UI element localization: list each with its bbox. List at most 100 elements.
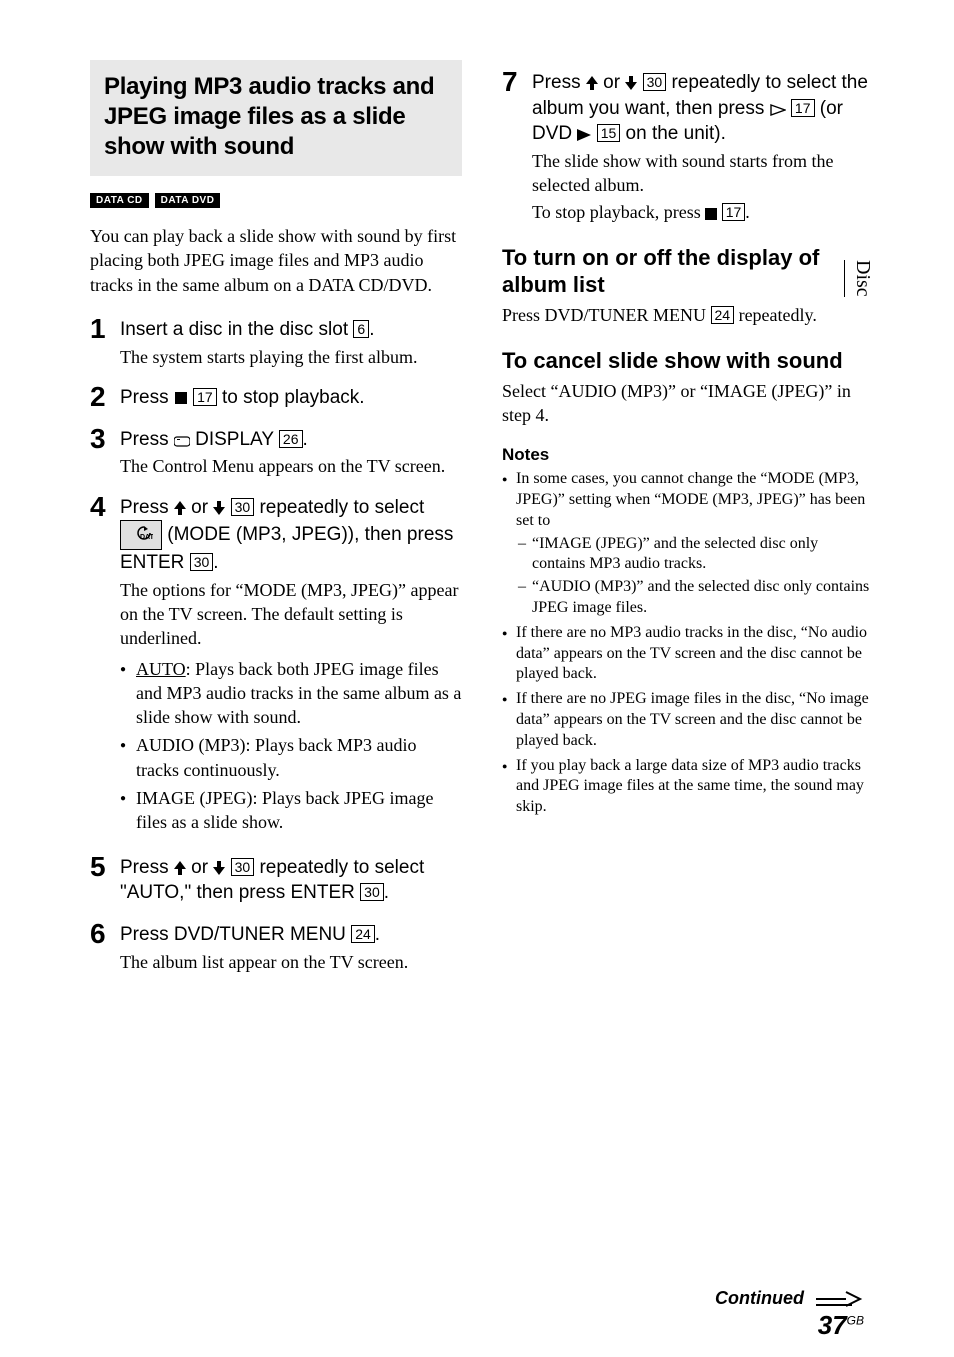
- down-arrow-icon: [213, 861, 225, 875]
- option-label: AUDIO (MP3): [136, 735, 246, 755]
- text: .: [745, 202, 750, 222]
- step-body: Press DISPLAY 26. The Control Menu appea…: [120, 425, 462, 479]
- option-list: AUTO: Plays back both JPEG image files a…: [120, 657, 462, 835]
- stop-icon: [705, 208, 717, 220]
- step-body: Press 17 to stop playback.: [120, 383, 462, 411]
- intro-text: You can play back a slide show with soun…: [90, 224, 462, 297]
- step-3: 3 Press DISPLAY 26. The Control Menu app…: [90, 425, 462, 479]
- step-body: Press or 30 repeatedly to select DATA (M…: [120, 493, 462, 839]
- text: on the unit).: [620, 123, 726, 144]
- step-instruction: Press or 30 repeatedly to select the alb…: [532, 70, 874, 147]
- continued-label: Continued: [715, 1288, 804, 1309]
- option-text: : Plays back both JPEG image files and M…: [136, 659, 461, 728]
- step-number: 4: [90, 493, 120, 521]
- ref-box: 30: [360, 883, 384, 901]
- step-number: 1: [90, 315, 120, 343]
- up-arrow-icon: [174, 861, 186, 875]
- ref-box: 15: [597, 124, 621, 142]
- note-item: If you play back a large data size of MP…: [516, 756, 874, 818]
- subheading-album-list: To turn on or off the display of album l…: [502, 244, 874, 299]
- right-column: 7 Press or 30 repeatedly to select the a…: [502, 60, 874, 988]
- ref-box: 30: [190, 553, 214, 571]
- display-icon: [174, 435, 190, 447]
- step-1: 1 Insert a disc in the disc slot 6. The …: [90, 315, 462, 369]
- text: .: [213, 552, 218, 573]
- up-arrow-icon: [174, 501, 186, 515]
- text: (MODE (MP3, JPEG)), then press ENTER: [120, 524, 453, 573]
- text: Press DVD/TUNER MENU: [502, 305, 711, 325]
- ref-box: 30: [231, 498, 255, 516]
- page-number: 37GB: [818, 1310, 864, 1341]
- step-stop-note: To stop playback, press 17.: [532, 200, 874, 224]
- down-arrow-icon: [625, 76, 637, 90]
- play-solid-icon: [577, 129, 591, 141]
- text: .: [369, 319, 374, 340]
- text: .: [384, 882, 389, 903]
- text: or: [186, 857, 213, 878]
- text: Press: [120, 497, 174, 518]
- badge-data-dvd: DATA DVD: [155, 193, 221, 208]
- step-description: The album list appear on the TV screen.: [120, 950, 462, 974]
- down-arrow-icon: [213, 501, 225, 515]
- option-label: AUTO: [136, 659, 186, 679]
- text: repeatedly.: [734, 305, 817, 325]
- step-instruction: Press 17 to stop playback.: [120, 385, 462, 411]
- page-footer: Continued: [90, 1288, 864, 1309]
- text: or: [186, 497, 213, 518]
- step-description: The options for “MODE (MP3, JPEG)” appea…: [120, 578, 462, 651]
- step-instruction: Press DISPLAY 26.: [120, 427, 462, 453]
- note-text: In some cases, you cannot change the “MO…: [516, 470, 865, 529]
- step-7: 7 Press or 30 repeatedly to select the a…: [502, 68, 874, 224]
- step-description: The Control Menu appears on the TV scree…: [120, 454, 462, 478]
- ref-box: 6: [353, 320, 369, 338]
- text: Press: [120, 387, 174, 408]
- page-number-sup: GB: [847, 1313, 864, 1327]
- text: Press: [120, 857, 174, 878]
- text: Insert a disc in the disc slot: [120, 319, 353, 340]
- note-sub-item: “AUDIO (MP3)” and the selected disc only…: [532, 577, 874, 619]
- step-number: 6: [90, 920, 120, 948]
- text: Press DVD/TUNER MENU: [120, 924, 351, 945]
- step-body: Press or 30 repeatedly to select "AUTO,"…: [120, 853, 462, 906]
- mode-icon: DATA: [120, 520, 162, 550]
- ref-box: 17: [722, 203, 746, 221]
- step-body: Insert a disc in the disc slot 6. The sy…: [120, 315, 462, 369]
- page-number-value: 37: [818, 1310, 847, 1340]
- subheading-body: Press DVD/TUNER MENU 24 repeatedly.: [502, 303, 874, 327]
- subheading-body: Select “AUDIO (MP3)” or “IMAGE (JPEG)” i…: [502, 379, 874, 428]
- ref-box: 17: [193, 388, 217, 406]
- text: or: [598, 72, 625, 93]
- step-instruction: Press or 30 repeatedly to select "AUTO,"…: [120, 855, 462, 906]
- ref-box: 30: [643, 73, 667, 91]
- option-image: IMAGE (JPEG): Plays back JPEG image file…: [136, 786, 462, 835]
- play-outline-icon: [770, 104, 786, 116]
- step-body: Press or 30 repeatedly to select the alb…: [532, 68, 874, 224]
- notes-heading: Notes: [502, 445, 874, 465]
- notes-sublist: “IMAGE (JPEG)” and the selected disc onl…: [516, 534, 874, 619]
- note-item: In some cases, you cannot change the “MO…: [516, 469, 874, 619]
- text: Press: [120, 429, 174, 450]
- badge-data-cd: DATA CD: [90, 193, 149, 208]
- continued-arrow-icon: [816, 1290, 864, 1308]
- text: DISPLAY: [190, 429, 279, 450]
- note-item: If there are no JPEG image files in the …: [516, 689, 874, 751]
- content-columns: Playing MP3 audio tracks and JPEG image …: [90, 60, 874, 988]
- left-column: Playing MP3 audio tracks and JPEG image …: [90, 60, 462, 988]
- ref-box: 26: [279, 430, 303, 448]
- option-label: IMAGE (JPEG): [136, 788, 253, 808]
- media-badges: DATA CD DATA DVD: [90, 190, 462, 208]
- section-tab: Disc: [844, 260, 874, 297]
- step-instruction: Press DVD/TUNER MENU 24.: [120, 922, 462, 948]
- section-title: Playing MP3 audio tracks and JPEG image …: [104, 72, 448, 162]
- note-sub-item: “IMAGE (JPEG)” and the selected disc onl…: [532, 534, 874, 576]
- step-number: 3: [90, 425, 120, 453]
- step-4: 4 Press or 30 repeatedly to select DATA …: [90, 493, 462, 839]
- ref-box: 17: [791, 99, 815, 117]
- step-description: The system starts playing the first albu…: [120, 345, 462, 369]
- ref-box: 24: [711, 306, 735, 324]
- text: .: [375, 924, 380, 945]
- text: to stop playback.: [217, 387, 365, 408]
- text: Press: [532, 72, 586, 93]
- step-6: 6 Press DVD/TUNER MENU 24. The album lis…: [90, 920, 462, 974]
- subheading-cancel-slideshow: To cancel slide show with sound: [502, 347, 874, 375]
